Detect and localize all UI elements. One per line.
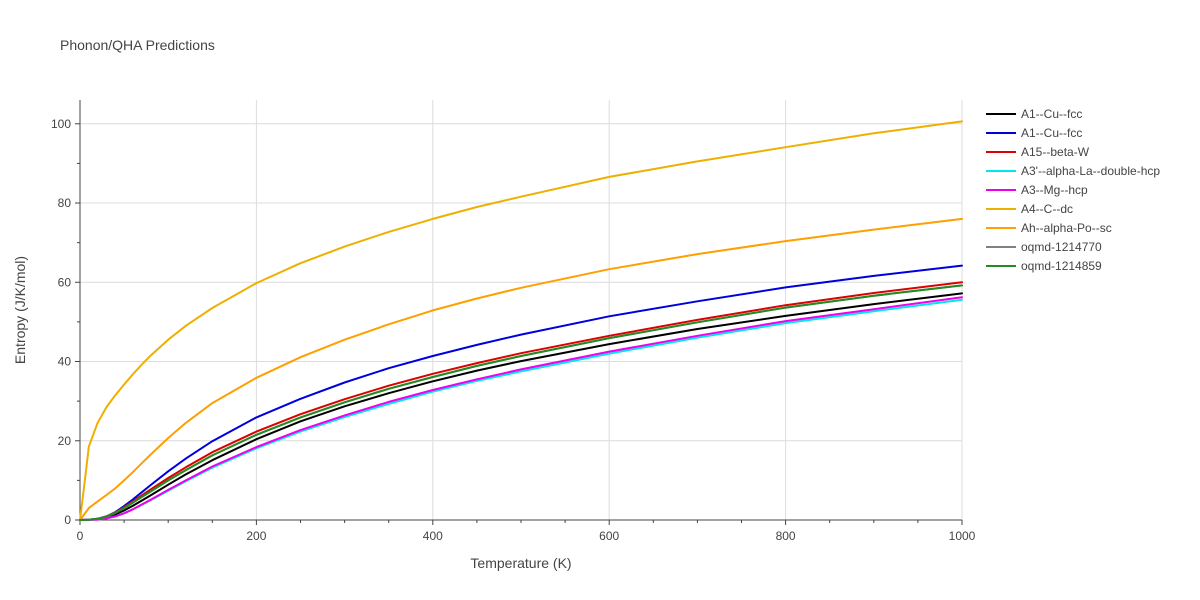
y-tick-label: 40 xyxy=(58,355,72,369)
x-tick-label: 200 xyxy=(246,529,266,543)
legend-label: Ah--alpha-Po--sc xyxy=(1021,221,1112,235)
legend: A1--Cu--fcc A1--Cu--fcc A15--beta-W A3'--al… xyxy=(986,107,1160,273)
legend-label: A3--Mg--hcp xyxy=(1021,183,1088,197)
x-tick-label: 1000 xyxy=(949,529,976,543)
series-line-1 xyxy=(79,264,963,521)
series-line-6 xyxy=(79,217,963,521)
x-tick-label: 600 xyxy=(599,529,619,543)
legend-item[interactable]: Ah--alpha-Po--sc xyxy=(986,221,1112,235)
y-axis-title: Entropy (J/K/mol) xyxy=(12,256,28,364)
legend-item[interactable]: oqmd-1214770 xyxy=(986,240,1102,254)
legend-item[interactable]: A3--Mg--hcp xyxy=(986,183,1088,197)
legend-label: A4--C--dc xyxy=(1021,202,1073,216)
x-tick-labels: 0 200 400 600 800 1000 xyxy=(77,529,976,543)
legend-label: oqmd-1214770 xyxy=(1021,240,1102,254)
y-tick-label: 0 xyxy=(64,513,71,527)
legend-item[interactable]: A1--Cu--fcc xyxy=(986,107,1082,121)
series-line-4 xyxy=(79,296,963,521)
y-tick-label: 80 xyxy=(58,196,72,210)
legend-item[interactable]: oqmd-1214859 xyxy=(986,259,1102,273)
axes xyxy=(75,100,963,525)
x-axis-title: Temperature (K) xyxy=(470,555,571,571)
legend-label: oqmd-1214859 xyxy=(1021,259,1102,273)
series-line-5 xyxy=(79,120,963,521)
x-tick-label: 400 xyxy=(423,529,443,543)
y-tick-labels: 0 20 40 60 80 100 xyxy=(51,117,71,527)
series-lines xyxy=(79,120,963,521)
x-gridlines xyxy=(255,100,963,520)
legend-item[interactable]: A1--Cu--fcc xyxy=(986,126,1082,140)
chart-title: Phonon/QHA Predictions xyxy=(60,37,215,53)
legend-label: A15--beta-W xyxy=(1021,145,1090,159)
series-line-0 xyxy=(79,292,963,521)
legend-label: A3'--alpha-La--double-hcp xyxy=(1021,164,1160,178)
legend-label: A1--Cu--fcc xyxy=(1021,107,1082,121)
legend-label: A1--Cu--fcc xyxy=(1021,126,1082,140)
y-tick-label: 20 xyxy=(58,434,72,448)
x-tick-label: 0 xyxy=(77,529,84,543)
legend-item[interactable]: A4--C--dc xyxy=(986,202,1073,216)
y-tick-label: 100 xyxy=(51,117,71,131)
series-line-3 xyxy=(79,298,963,521)
series-line-8 xyxy=(79,284,963,521)
legend-item[interactable]: A3'--alpha-La--double-hcp xyxy=(986,164,1160,178)
x-tick-label: 800 xyxy=(776,529,796,543)
y-tick-label: 60 xyxy=(58,275,72,289)
legend-item[interactable]: A15--beta-W xyxy=(986,145,1090,159)
